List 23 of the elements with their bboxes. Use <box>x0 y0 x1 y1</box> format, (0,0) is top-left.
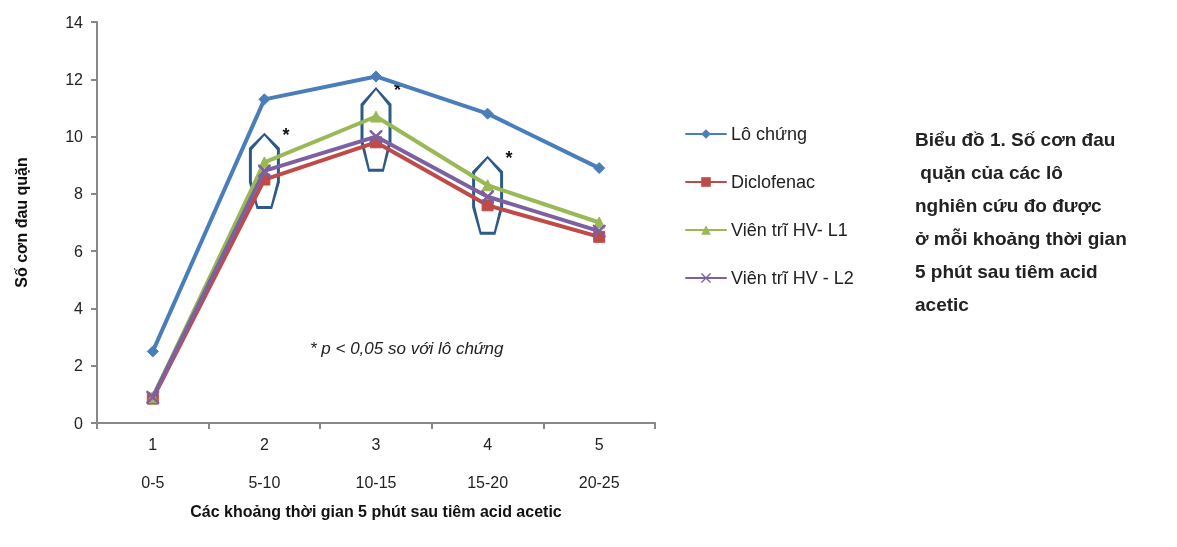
annotation: * p < 0,05 so với lô chứng <box>310 339 505 358</box>
y-tick-label: 6 <box>74 242 84 260</box>
y-tick-label: 8 <box>74 185 84 203</box>
category-label: 1 0-5 <box>141 436 165 491</box>
y-tick-label: 12 <box>65 70 84 88</box>
y-tick-label: 4 <box>74 299 84 317</box>
category-label: 3 10-15 <box>355 436 397 491</box>
y-axis-title: Số cơn đau quặn <box>12 157 30 288</box>
y-tick-label: 10 <box>65 128 84 146</box>
category-label: 5 20-25 <box>578 436 620 491</box>
legend-label: Diclofenac <box>731 172 816 192</box>
annotation: * <box>505 148 513 169</box>
y-tick-label: 0 <box>74 414 84 432</box>
y-tick-label: 14 <box>65 13 84 31</box>
category-label: 4 15-20 <box>467 436 509 491</box>
y-tick-label: 2 <box>74 357 84 375</box>
legend-label: Viên trĩ HV - L2 <box>731 268 854 288</box>
legend-label: Viên trĩ HV- L1 <box>731 220 848 240</box>
x-axis-title: Các khoảng thời gian 5 phút sau tiêm acid acetic <box>190 502 562 520</box>
legend-label: Lô chứng <box>731 124 808 144</box>
category-label: 2 5-10 <box>248 436 281 491</box>
text: Biểu đồ 1. Số cơn đau quặn của các lô nghiên cứu đo được ở mỗi khoảng thời gian 5 phút sau tiêm acid acetic <box>915 129 1133 315</box>
annotation: * <box>282 125 290 146</box>
